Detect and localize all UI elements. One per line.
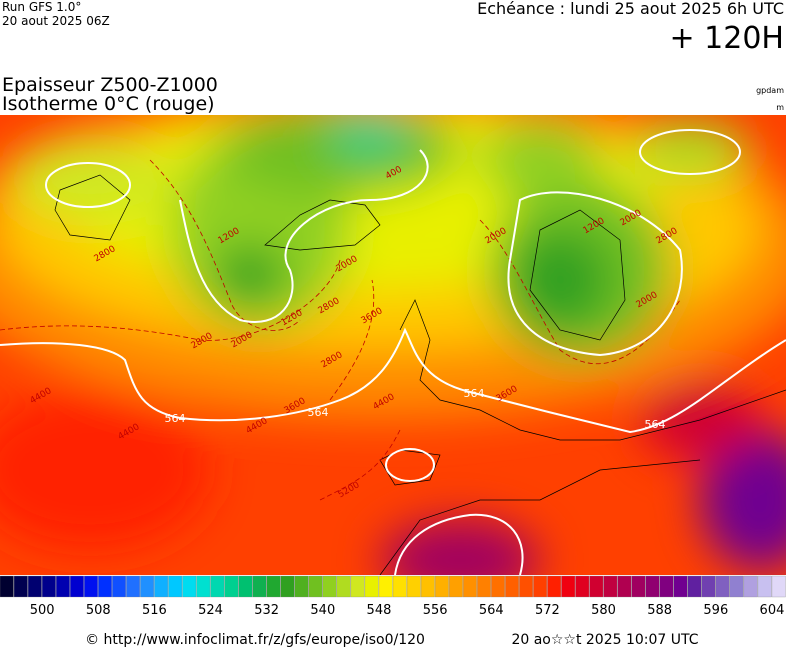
colorbar-swatch [743, 575, 758, 598]
colorbar-swatch [701, 575, 716, 598]
colorbar-swatch [70, 575, 84, 598]
colorbar-label: 508 [86, 603, 111, 618]
colorbar-swatch [729, 575, 744, 598]
colorbar-label: 564 [479, 603, 504, 618]
colorbar-swatch [112, 575, 126, 598]
colorbar-swatch [168, 575, 183, 598]
colorbar-label: 524 [198, 603, 223, 618]
run-label: Run GFS 1.0° [2, 0, 81, 14]
colorbar-swatch [547, 575, 562, 598]
colorbar-swatch [55, 575, 70, 598]
colorbar-swatch [687, 575, 702, 598]
unit-m: m [776, 103, 784, 112]
colorbar-swatch [659, 575, 674, 598]
colorbar-swatch [645, 575, 660, 598]
colorbar-swatch [126, 575, 141, 598]
colorbar-swatch [252, 575, 267, 598]
colorbar-label: 588 [647, 603, 672, 618]
colorbar-swatch [434, 575, 449, 598]
colorbar-swatch [350, 575, 365, 598]
colorbar-swatch [715, 575, 730, 598]
colorbar-swatch [280, 575, 295, 598]
colorbar-swatch [420, 575, 435, 598]
lead-time: + 120H [670, 21, 785, 56]
thickness-label: 564 [308, 406, 329, 419]
colorbar-swatch [266, 575, 281, 598]
footer-url: © http://www.infoclimat.fr/z/gfs/europe/… [85, 632, 425, 648]
colorbar-label: 532 [254, 603, 279, 618]
colorbar-label: 572 [535, 603, 560, 618]
colorbar-swatch [41, 575, 56, 598]
colorbar-swatch [519, 575, 534, 598]
colorbar-swatch [182, 575, 197, 598]
colorbar-swatch [575, 575, 590, 598]
thickness-label: 564 [464, 387, 485, 400]
colorbar-swatch [392, 575, 407, 598]
colorbar-swatch [27, 575, 42, 598]
colorbar-swatch [308, 575, 323, 598]
colorbar-swatch [757, 575, 772, 598]
colorbar-swatch [463, 575, 477, 598]
colorbar-swatch [0, 575, 14, 598]
colorbar-swatch [98, 575, 112, 598]
title-isotherm: Isotherme 0°C (rouge) [2, 93, 215, 115]
colorbar-swatch [238, 575, 253, 598]
colorbar-label: 548 [367, 603, 392, 618]
colorbar-swatch [448, 575, 463, 598]
colorbar-label: 596 [703, 603, 728, 618]
colorbar-swatch [140, 575, 155, 598]
colorbar-swatch [491, 575, 505, 598]
colorbar-swatch [631, 575, 646, 598]
run-date: 20 aout 2025 06Z [2, 14, 110, 28]
title-thickness: Epaisseur Z500-Z1000 [2, 74, 218, 96]
colorbar-swatch [603, 575, 618, 598]
colorbar-swatch [210, 575, 225, 598]
colorbar-swatch [617, 575, 632, 598]
footer-date: 20 ao☆☆t 2025 10:07 UTC [511, 632, 698, 648]
colorbar-label: 500 [30, 603, 55, 618]
colorbar-label: 580 [591, 603, 616, 618]
colorbar-swatch [196, 575, 211, 598]
colorbar-swatch [673, 575, 688, 598]
colorbar-label: 556 [423, 603, 448, 618]
unit-gpdam: gpdam [756, 86, 784, 95]
colorbar-swatch [505, 575, 519, 598]
colorbar-swatch [154, 575, 169, 598]
colorbar-swatch [406, 575, 421, 598]
thickness-label: 564 [165, 412, 186, 425]
colorbar-swatch [589, 575, 604, 598]
colorbar-swatch [771, 575, 786, 598]
colorbar-swatch [224, 575, 239, 598]
colorbar-swatch [477, 575, 491, 598]
colorbar-swatch [84, 575, 98, 598]
colorbar-label: 540 [310, 603, 335, 618]
valid-time: Echéance : lundi 25 aout 2025 6h UTC [477, 0, 784, 18]
colorbar-swatch [378, 575, 393, 598]
colorbar-swatch [364, 575, 379, 598]
colorbar-label: 604 [760, 603, 785, 618]
colorbar-swatch [322, 575, 337, 598]
thickness-label: 564 [645, 418, 666, 431]
colorbar: 500 508 516 524 532 540 548 556 564 572 580 588 596 6… [0, 575, 786, 618]
colorbar-swatch [336, 575, 351, 598]
colorbar-swatch [294, 575, 309, 598]
colorbar-swatch [533, 575, 548, 598]
colorbar-label: 516 [142, 603, 167, 618]
colorbar-swatch [561, 575, 576, 598]
colorbar-swatch [13, 575, 28, 598]
